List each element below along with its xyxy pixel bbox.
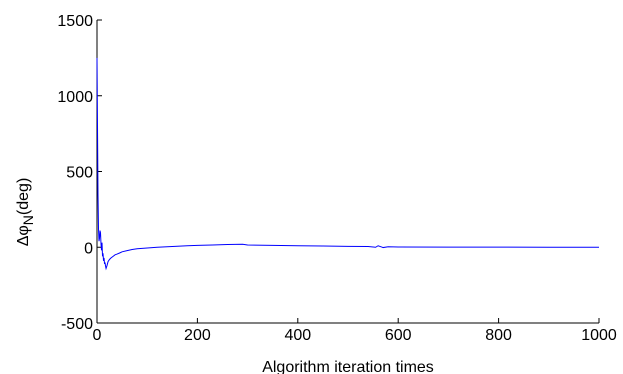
y-tick-label: -500 <box>61 316 93 333</box>
y-tick-label: 500 <box>66 165 93 182</box>
x-tick-label: 1000 <box>581 327 617 344</box>
x-tick-label: 800 <box>485 327 512 344</box>
x-axis-title: Algorithm iteration times <box>262 359 434 374</box>
y-axis-title-subscript: N <box>20 215 36 225</box>
x-tick-label: 600 <box>385 327 412 344</box>
y-tick-label: 1500 <box>57 13 93 30</box>
y-axis-title-symbol: Δφ <box>15 225 32 246</box>
plot-area <box>97 20 599 323</box>
y-tick-label: 0 <box>84 240 93 257</box>
x-tick-label: 0 <box>93 327 102 344</box>
y-axis-ticks: -500 0 500 1000 1500 <box>57 13 102 333</box>
plot-frame <box>96 20 599 324</box>
y-tick-label: 1000 <box>57 89 93 106</box>
y-axis-title-unit: (deg) <box>15 178 32 215</box>
x-tick-label: 400 <box>284 327 311 344</box>
y-axis-title: ΔφN(deg) <box>15 178 36 247</box>
x-axis-ticks: 0 200 400 600 800 1000 <box>93 318 617 344</box>
series-line <box>96 57 599 271</box>
series-group <box>96 57 599 271</box>
x-tick-label: 200 <box>184 327 211 344</box>
